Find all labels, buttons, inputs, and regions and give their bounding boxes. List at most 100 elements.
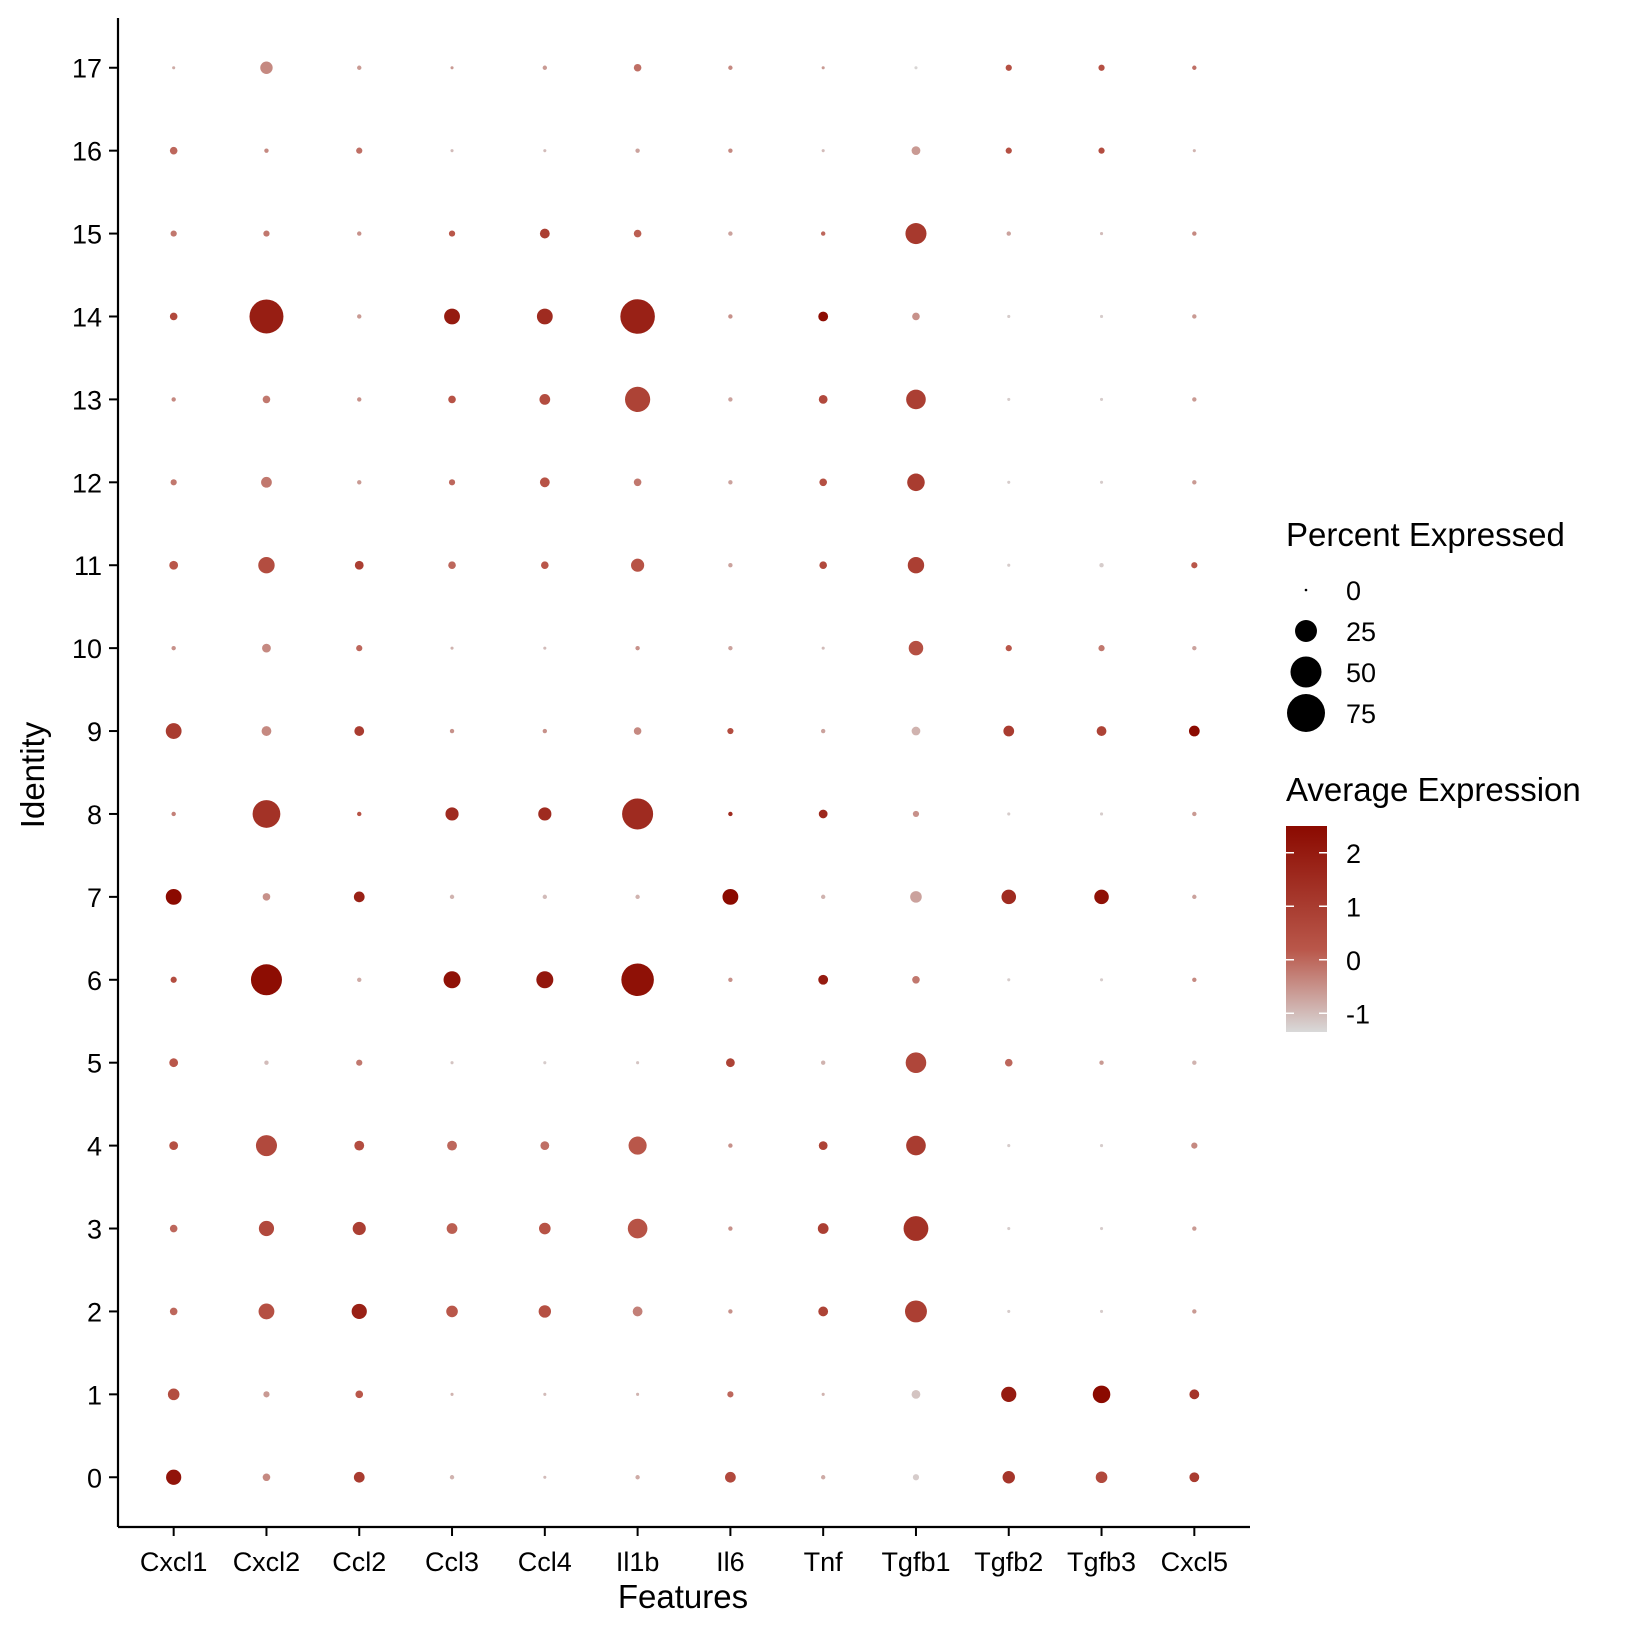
dot-cxcl1-8	[171, 811, 176, 817]
dot-cxcl5-12	[1192, 480, 1197, 485]
dot-tgfb3-4	[1099, 1144, 1104, 1148]
y-tick-label-3: 3	[87, 1215, 102, 1245]
dot-il6-0	[725, 1471, 736, 1483]
x-tick-label-tnf: Tnf	[804, 1547, 844, 1577]
dot-tgfb1-7	[910, 891, 922, 903]
dot-il6-13	[728, 397, 733, 402]
dot-ccl3-9	[449, 728, 455, 734]
dot-cxcl2-5	[264, 1060, 269, 1065]
dot-tnf-8	[818, 809, 828, 819]
dot-ccl2-8	[357, 811, 362, 817]
dot-il6-3	[728, 1226, 733, 1231]
dot-ccl4-7	[542, 894, 548, 900]
dot-tnf-5	[820, 1060, 826, 1065]
dot-ccl2-3	[352, 1221, 366, 1236]
dot-cxcl2-7	[262, 893, 271, 901]
dot-il6-9	[727, 727, 734, 735]
dot-cxcl1-0	[166, 1469, 182, 1485]
dot-tgfb1-9	[911, 726, 921, 736]
dot-il1b-1	[636, 1392, 640, 1396]
dot-tnf-1	[821, 1392, 825, 1396]
size-legend-label-75: 75	[1346, 699, 1376, 729]
dot-cxcl5-10	[1192, 645, 1197, 651]
color-legend: Average Expression 2 1 0 -1	[1286, 771, 1581, 1032]
dot-ccl4-14	[536, 308, 553, 325]
size-legend-key-0	[1304, 588, 1308, 592]
dot-il6-2	[728, 1309, 733, 1314]
dot-ccl3-14	[444, 308, 460, 325]
dot-cxcl5-0	[1189, 1472, 1200, 1483]
dot-il6-16	[728, 148, 733, 153]
dot-tgfb1-2	[904, 1300, 927, 1323]
dot-ccl4-5	[543, 1061, 547, 1065]
size-legend-key-75	[1287, 694, 1325, 732]
dot-cxcl5-15	[1192, 231, 1197, 236]
dot-tgfb3-0	[1095, 1471, 1108, 1484]
dot-tgfb2-11	[1007, 563, 1011, 567]
y-tick-label-4: 4	[87, 1132, 102, 1162]
dot-il6-14	[728, 314, 733, 319]
dot-tgfb2-6	[1007, 978, 1011, 982]
dot-tnf-9	[820, 728, 826, 734]
dot-cxcl1-5	[169, 1058, 179, 1068]
dot-cxcl5-2	[1192, 1309, 1197, 1314]
dot-il1b-3	[627, 1218, 648, 1239]
dot-ccl4-13	[539, 394, 551, 405]
dot-ccl2-5	[356, 1059, 363, 1066]
dot-tnf-10	[821, 646, 825, 650]
dot-cxcl1-9	[165, 723, 182, 739]
dot-tnf-14	[818, 311, 829, 322]
dot-cxcl2-2	[258, 1303, 275, 1320]
dot-tgfb3-12	[1099, 480, 1104, 484]
y-tick-label-6: 6	[87, 966, 102, 996]
dot-ccl2-6	[357, 977, 362, 982]
dot-ccl2-10	[356, 645, 363, 652]
dot-ccl2-2	[351, 1303, 367, 1320]
dot-tnf-17	[821, 66, 825, 70]
dot-tgfb1-6	[912, 975, 920, 984]
dot-ccl2-4	[354, 1140, 365, 1151]
dot-tgfb1-11	[907, 557, 925, 574]
dot-cxcl5-13	[1192, 397, 1197, 402]
dot-cxcl2-9	[261, 726, 272, 736]
dot-il1b-10	[635, 645, 640, 651]
dot-tgfb2-9	[1003, 725, 1015, 737]
size-legend-label-0: 0	[1346, 576, 1361, 606]
x-tick-label-ccl4: Ccl4	[518, 1547, 572, 1577]
dot-tgfb2-8	[1007, 812, 1011, 816]
x-tick-label-il1b: Il1b	[616, 1547, 660, 1577]
dot-cxcl2-0	[262, 1473, 271, 1482]
dot-il1b-7	[635, 894, 640, 900]
dot-tgfb1-1	[911, 1389, 921, 1399]
dots-layer	[165, 61, 1200, 1485]
dot-ccl3-10	[450, 646, 454, 650]
dot-il6-8	[728, 811, 733, 817]
dot-tgfb2-17	[1005, 64, 1012, 71]
dot-ccl2-9	[354, 726, 365, 736]
dot-cxcl2-3	[258, 1220, 275, 1237]
dot-ccl2-17	[357, 65, 362, 70]
dot-ccl3-4	[447, 1140, 457, 1151]
dot-cxcl5-11	[1191, 562, 1198, 569]
dot-cxcl5-14	[1192, 314, 1197, 319]
dot-tgfb3-8	[1099, 812, 1104, 816]
dot-tgfb3-9	[1096, 726, 1107, 736]
x-tick-label-cxcl2: Cxcl2	[233, 1547, 301, 1577]
y-tick-label-14: 14	[72, 302, 102, 332]
dot-tgfb3-7	[1094, 889, 1109, 905]
y-axis-title: Identity	[14, 721, 51, 828]
dot-cxcl2-11	[258, 557, 275, 574]
dot-tgfb1-10	[908, 640, 924, 656]
dot-il1b-8	[622, 798, 654, 830]
dot-cxcl1-16	[169, 146, 178, 155]
dot-tgfb3-15	[1099, 232, 1104, 236]
dot-ccl2-16	[356, 147, 363, 154]
y-tick-label-15: 15	[72, 220, 102, 250]
dot-cxcl1-11	[169, 560, 179, 570]
dot-tnf-3	[817, 1223, 829, 1234]
dot-tgfb3-17	[1098, 64, 1105, 71]
dot-cxcl2-6	[250, 964, 282, 996]
dot-tgfb1-0	[912, 1474, 920, 1481]
dot-ccl4-16	[543, 149, 547, 153]
dot-tgfb2-14	[1007, 314, 1011, 319]
